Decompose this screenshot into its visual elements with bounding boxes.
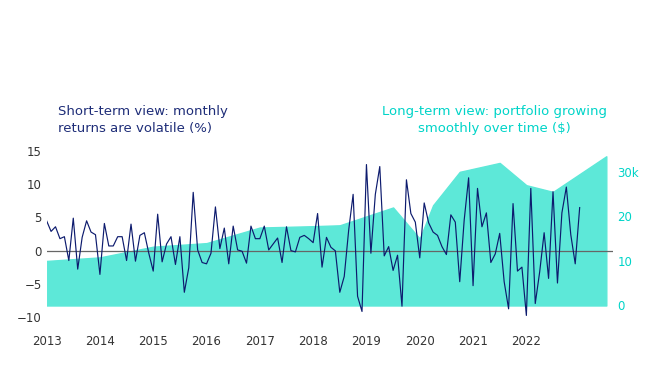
Text: Short-term view: monthly
returns are volatile (%): Short-term view: monthly returns are vol… — [58, 105, 228, 135]
Text: Long-term view: portfolio growing
smoothly over time ($): Long-term view: portfolio growing smooth… — [382, 105, 607, 135]
